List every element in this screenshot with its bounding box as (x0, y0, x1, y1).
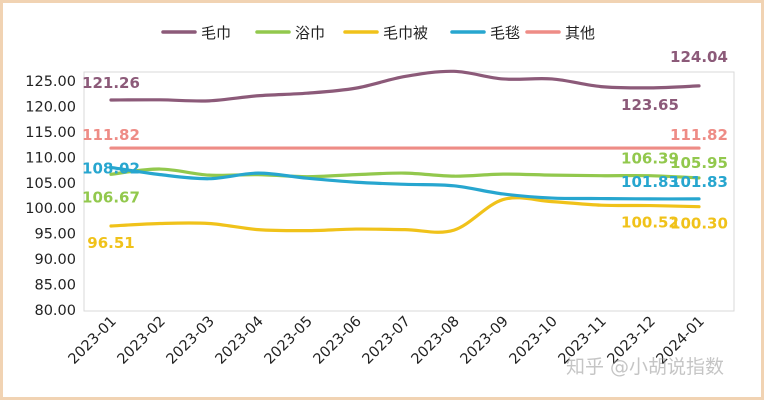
data-label: 100.52 (621, 214, 679, 232)
data-label: 108.02 (82, 159, 140, 177)
y-tick-label: 115.00 (25, 125, 76, 141)
x-tick-label: 2023-05 (262, 314, 316, 368)
x-tick-label: 2023-09 (458, 314, 512, 368)
data-label: 101.83 (621, 173, 679, 191)
x-tick-label: 2023-08 (409, 314, 463, 368)
series-line-3 (109, 196, 701, 234)
legend-label: 毛毯 (490, 24, 520, 42)
data-label: 121.26 (82, 74, 140, 92)
x-tick-label: 2023-07 (360, 314, 414, 368)
y-tick-label: 95.00 (34, 227, 76, 243)
x-tick-label: 2023-04 (213, 314, 267, 368)
legend-label: 浴巾 (295, 24, 325, 42)
x-tick-label: 2023-02 (115, 314, 169, 368)
y-tick-label: 105.00 (25, 176, 76, 192)
data-label: 106.67 (82, 188, 140, 206)
x-tick-label: 2023-10 (507, 314, 561, 368)
data-label: 96.51 (87, 234, 134, 252)
series-line-2 (109, 167, 701, 180)
series-line-4 (109, 165, 701, 201)
legend-label: 其他 (565, 24, 595, 42)
data-label: 101.83 (670, 173, 728, 191)
data-label: 124.04 (670, 48, 728, 66)
plot-area-border (83, 71, 735, 312)
watermark: 知乎 @小胡说指数 (566, 356, 725, 378)
legend-label: 毛巾 (201, 24, 231, 42)
data-label: 111.82 (670, 126, 728, 144)
y-tick-label: 120.00 (25, 99, 76, 115)
legend-label: 毛巾被 (383, 24, 428, 42)
y-tick-label: 90.00 (34, 252, 76, 268)
y-tick-label: 100.00 (25, 201, 76, 217)
data-label: 106.39 (621, 150, 679, 168)
data-label: 100.30 (670, 215, 728, 233)
x-tick-label: 2023-01 (66, 314, 120, 368)
x-tick-label: 2023-06 (311, 314, 365, 368)
series-line-1 (109, 69, 701, 103)
y-tick-label: 125.00 (25, 74, 76, 90)
data-label: 123.65 (621, 96, 679, 114)
x-tick-label: 2023-03 (164, 314, 218, 368)
y-tick-label: 85.00 (34, 278, 76, 294)
y-tick-label: 80.00 (34, 303, 76, 319)
y-tick-label: 110.00 (25, 150, 76, 166)
data-label: 105.95 (670, 154, 728, 172)
data-label: 111.82 (82, 126, 140, 144)
